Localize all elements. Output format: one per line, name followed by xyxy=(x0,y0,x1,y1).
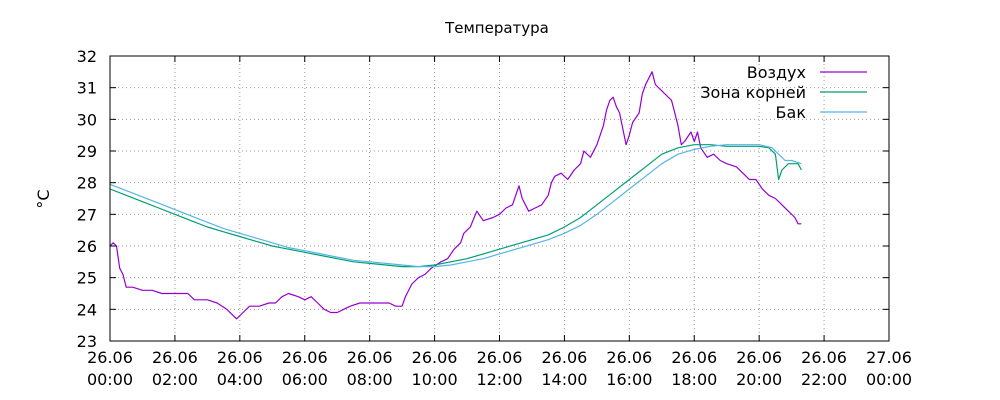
x-tick-date-label: 26.06 xyxy=(606,348,652,367)
x-tick-date-label: 26.06 xyxy=(542,348,588,367)
y-tick-label: 24 xyxy=(77,300,97,319)
y-axis-label: °C xyxy=(34,189,53,208)
x-tick-date-label: 26.06 xyxy=(412,348,458,367)
x-tick-time-label: 10:00 xyxy=(412,370,458,389)
x-tick-date-label: 26.06 xyxy=(217,348,263,367)
y-tick-label: 23 xyxy=(77,332,97,351)
y-tick-label: 32 xyxy=(77,47,97,66)
legend-label: Зона корней xyxy=(700,83,806,102)
x-tick-time-label: 02:00 xyxy=(152,370,198,389)
x-tick-date-label: 27.06 xyxy=(866,348,912,367)
x-tick-time-label: 22:00 xyxy=(801,370,847,389)
x-tick-time-label: 20:00 xyxy=(736,370,782,389)
y-tick-label: 30 xyxy=(77,110,97,129)
legend-label: Бак xyxy=(776,103,807,122)
chart-title: Температура xyxy=(444,19,549,37)
series-line-2 xyxy=(109,144,802,268)
x-tick-time-label: 06:00 xyxy=(282,370,328,389)
y-tick-label: 29 xyxy=(77,142,97,161)
y-tick-label: 28 xyxy=(77,174,97,193)
axis-ticks: 23 24 25 26 27 28 29 30 31 32 26.06 00:00 26.06 02:00… xyxy=(77,47,912,389)
x-tick-time-label: 14:00 xyxy=(541,370,587,389)
y-tick-label: 26 xyxy=(77,237,97,256)
x-tick-date-label: 26.06 xyxy=(736,348,782,367)
legend-label: Воздух xyxy=(747,63,806,82)
y-tick-label: 27 xyxy=(77,205,97,224)
x-tick-date-label: 26.06 xyxy=(801,348,847,367)
x-tick-time-label: 12:00 xyxy=(476,370,522,389)
series-layer xyxy=(109,71,802,320)
y-tick-label: 25 xyxy=(77,269,97,288)
x-tick-time-label: 16:00 xyxy=(606,370,652,389)
x-tick-date-label: 26.06 xyxy=(282,348,328,367)
x-tick-date-label: 26.06 xyxy=(152,348,198,367)
series-line-1 xyxy=(109,144,802,268)
y-tick-label: 31 xyxy=(77,79,97,98)
x-tick-time-label: 00:00 xyxy=(866,370,912,389)
x-tick-date-label: 26.06 xyxy=(87,348,133,367)
x-tick-time-label: 18:00 xyxy=(671,370,717,389)
series-line-0 xyxy=(109,71,802,320)
x-tick-time-label: 08:00 xyxy=(347,370,393,389)
x-tick-date-label: 26.06 xyxy=(671,348,717,367)
x-tick-time-label: 00:00 xyxy=(87,370,133,389)
x-tick-time-label: 04:00 xyxy=(217,370,263,389)
x-tick-date-label: 26.06 xyxy=(347,348,393,367)
x-tick-date-label: 26.06 xyxy=(477,348,523,367)
